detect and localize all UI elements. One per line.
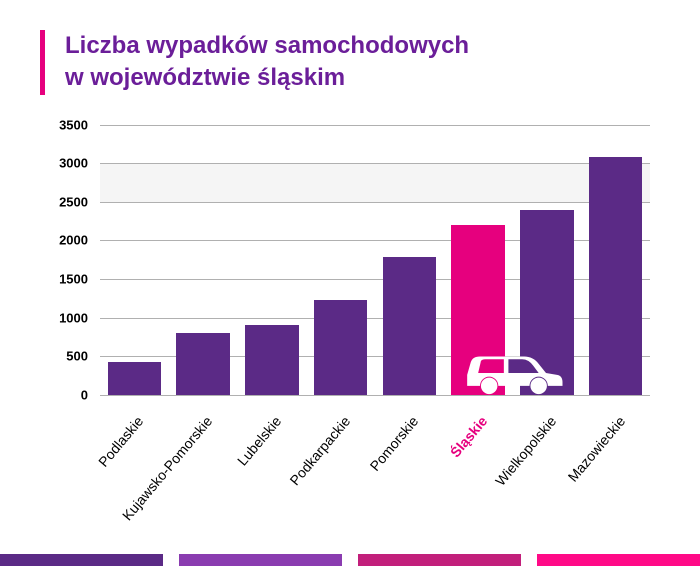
bar-slot xyxy=(444,125,513,395)
footer-stripe xyxy=(179,554,342,566)
bar-slot xyxy=(100,125,169,395)
y-tick-label: 2500 xyxy=(48,194,88,209)
gridline xyxy=(100,395,650,396)
y-tick-label: 1000 xyxy=(48,310,88,325)
title-line-2: w województwie śląskim xyxy=(65,64,345,91)
y-tick-label: 500 xyxy=(48,349,88,364)
bar-slot xyxy=(375,125,444,395)
y-tick-label: 0 xyxy=(48,387,88,402)
bars-container xyxy=(100,125,650,395)
y-tick-label: 3500 xyxy=(48,117,88,132)
plot-area xyxy=(100,125,650,395)
chart-title: Liczba wypadków samochodowych w wojewódz… xyxy=(65,30,660,95)
bar xyxy=(589,157,643,395)
y-axis: 0500100015002000250030003500 xyxy=(50,125,94,395)
bar xyxy=(245,325,299,394)
bar xyxy=(314,300,368,395)
y-tick-label: 2000 xyxy=(48,233,88,248)
title-line-1: Liczba wypadków samochodowych xyxy=(65,32,469,59)
x-axis-label: Podlaskie xyxy=(95,413,146,470)
bar xyxy=(108,362,162,395)
bar xyxy=(451,225,505,395)
x-axis-label: Pomorskie xyxy=(367,413,422,474)
chart-title-block: Liczba wypadków samochodowych w wojewódz… xyxy=(40,30,660,95)
bar xyxy=(176,333,230,395)
y-tick-label: 1500 xyxy=(48,272,88,287)
y-tick-label: 3000 xyxy=(48,156,88,171)
footer-stripe xyxy=(358,554,521,566)
x-axis-label: Podkarpackie xyxy=(286,413,353,488)
bar-slot xyxy=(581,125,650,395)
footer-stripe xyxy=(0,554,163,566)
bar xyxy=(383,257,437,394)
bar-slot xyxy=(306,125,375,395)
footer-stripes xyxy=(0,554,700,566)
x-axis-label: Wielkopolskie xyxy=(492,413,559,489)
bar xyxy=(520,210,574,395)
bar-slot xyxy=(169,125,238,395)
bar-slot xyxy=(513,125,582,395)
x-axis-label: Śląskie xyxy=(447,413,490,460)
x-axis-label: Lubelskie xyxy=(234,413,284,469)
x-axis-label: Mazowieckie xyxy=(564,413,628,485)
footer-stripe xyxy=(537,554,700,566)
bar-chart: 0500100015002000250030003500 PodlaskieKu… xyxy=(50,125,660,395)
bar-slot xyxy=(238,125,307,395)
